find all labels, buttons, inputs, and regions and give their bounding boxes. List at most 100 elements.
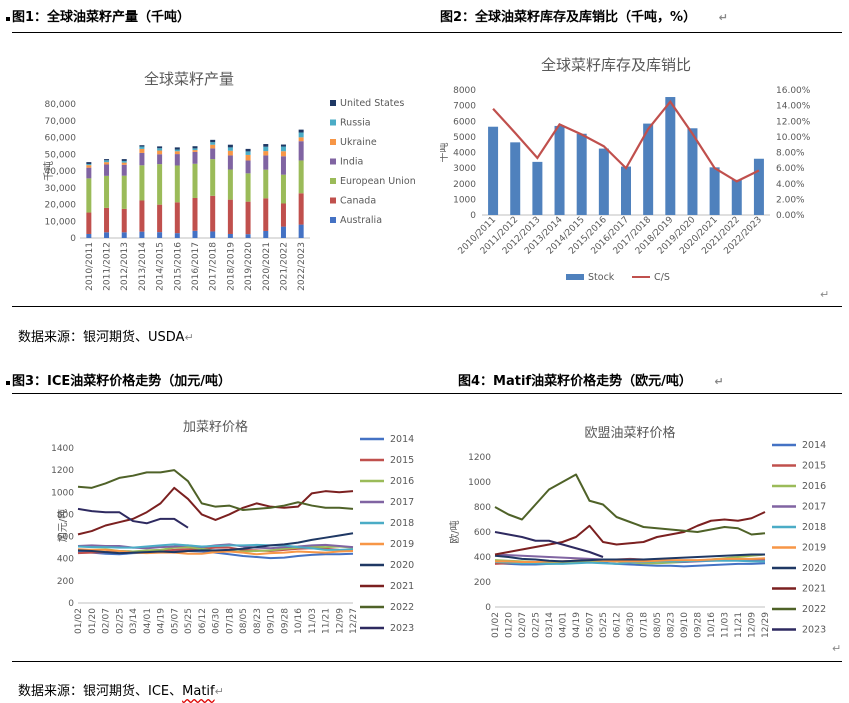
bar-segment [121,232,127,238]
y2-tick-label: 4.00% [776,180,805,190]
x-tick-label: 06/12 [613,612,623,638]
x-tick-label: 02/25 [532,612,542,638]
y-tick-label: 60,000 [45,134,77,144]
price-line-2023 [494,531,604,558]
y2-tick-label: 12.00% [776,117,811,127]
x-tick-label: 12/09 [335,608,345,634]
y-tick-label: 0 [68,599,74,609]
price-line-2022 [494,473,766,536]
bar-segment [104,232,110,238]
bar-segment [210,148,216,160]
stock-bar [532,161,543,215]
legend-label: 2017 [390,497,414,508]
paragraph-mark-icon: ↵ [214,685,224,698]
bar-segment [263,146,269,152]
price-line-2019 [77,548,354,556]
bar-segment [192,150,198,152]
bar-segment [174,202,180,234]
bar-segment [245,151,251,155]
bar-segment [104,207,110,233]
x-tick-label: 2013/2014 [138,242,148,291]
y-tick-label: 1200 [51,466,74,476]
x-tick-label: 02/07 [102,608,112,634]
bar-segment [104,162,110,165]
y-tick-label: 0 [470,211,476,221]
paragraph-mark-icon: ↵ [714,375,724,388]
y-axis-label: 千吨 [42,161,55,181]
y-tick-label: 20,000 [45,201,77,211]
stock-bar [598,148,609,215]
chart-title: 全球菜籽库存及库销比 [541,56,691,74]
bar-segment [227,233,233,238]
bar-segment [86,165,92,168]
x-tick-label: 2020/2021 [262,242,272,291]
x-tick-label: 2012/2013 [120,242,130,291]
x-tick-label: 12/09 [748,612,758,638]
bar-segment [86,212,92,234]
chart-title: 加菜籽价格 [183,419,248,435]
source-note-top: 数据来源：银河期货、USDA↵ [18,330,194,345]
legend-label: Stock [588,272,615,283]
x-tick-label: 06/12 [198,608,208,634]
bar-segment [210,159,216,196]
bar-segment [104,160,110,163]
y2-tick-label: 14.00% [776,102,811,112]
bar-segment [157,150,163,155]
x-tick-label: 2022/2023 [297,242,307,291]
bar-segment [280,151,286,157]
x-tick-label: 11/21 [734,612,744,638]
figure-title-3: 图3：ICE油菜籽价格走势（加元/吨） [6,370,231,389]
bar-segment [86,163,92,166]
top-rule [12,32,842,33]
bar-segment [121,164,127,176]
y-axis-label: 欧/吨 [448,520,461,543]
y-tick-label: 80,000 [45,100,77,110]
y-tick-label: 3000 [453,164,476,174]
bar-segment [174,165,180,203]
x-tick-label: 12/27 [349,608,359,634]
y-tick-label: 400 [57,555,74,565]
y-tick-label: 800 [474,503,491,513]
bar-segment [263,230,269,238]
y-tick-label: 1000 [51,488,74,498]
legend-label: 2016 [390,476,414,487]
bar-segment [174,149,180,152]
x-tick-label: 06/30 [212,608,222,634]
spellcheck-word: Matif [182,684,215,699]
y-tick-label: 6000 [453,117,476,127]
legend-label: 2023 [802,625,826,636]
bar-segment [139,146,145,149]
bar-segment [298,193,304,225]
bar-segment [192,148,198,151]
x-tick-label: 05/25 [184,608,194,634]
bar-segment [157,232,163,238]
bar-segment [86,178,92,213]
mid-rule [12,306,842,307]
x-tick-label: 12/29 [761,612,771,638]
bar-segment [298,137,304,142]
bar-segment [174,154,180,166]
stock-bar [621,166,631,215]
y2-tick-label: 0.00% [776,211,805,221]
y-tick-label: 8000 [453,86,476,96]
legend-label: India [340,157,363,168]
x-tick-label: 2011/2012 [103,242,113,291]
legend-label: 2023 [390,623,414,634]
x-tick-label: 02/07 [518,612,528,638]
y2-tick-label: 8.00% [776,149,805,159]
x-tick-label: 01/20 [88,608,98,634]
stock-bar [510,142,521,215]
bar-segment [227,155,233,170]
chart-title: 欧盟油菜籽价格 [584,425,675,441]
legend-swatch [330,139,336,145]
legend-label: C/S [654,272,670,283]
x-tick-label: 04/19 [572,612,582,638]
x-tick-label: 11/03 [721,612,731,638]
bar-segment [192,151,198,164]
bar-segment [174,147,180,150]
paragraph-mark-icon: ↵ [820,288,830,301]
y-tick-label: 30,000 [45,184,77,194]
bar-segment [121,175,127,209]
x-tick-label: 08/23 [667,612,677,638]
